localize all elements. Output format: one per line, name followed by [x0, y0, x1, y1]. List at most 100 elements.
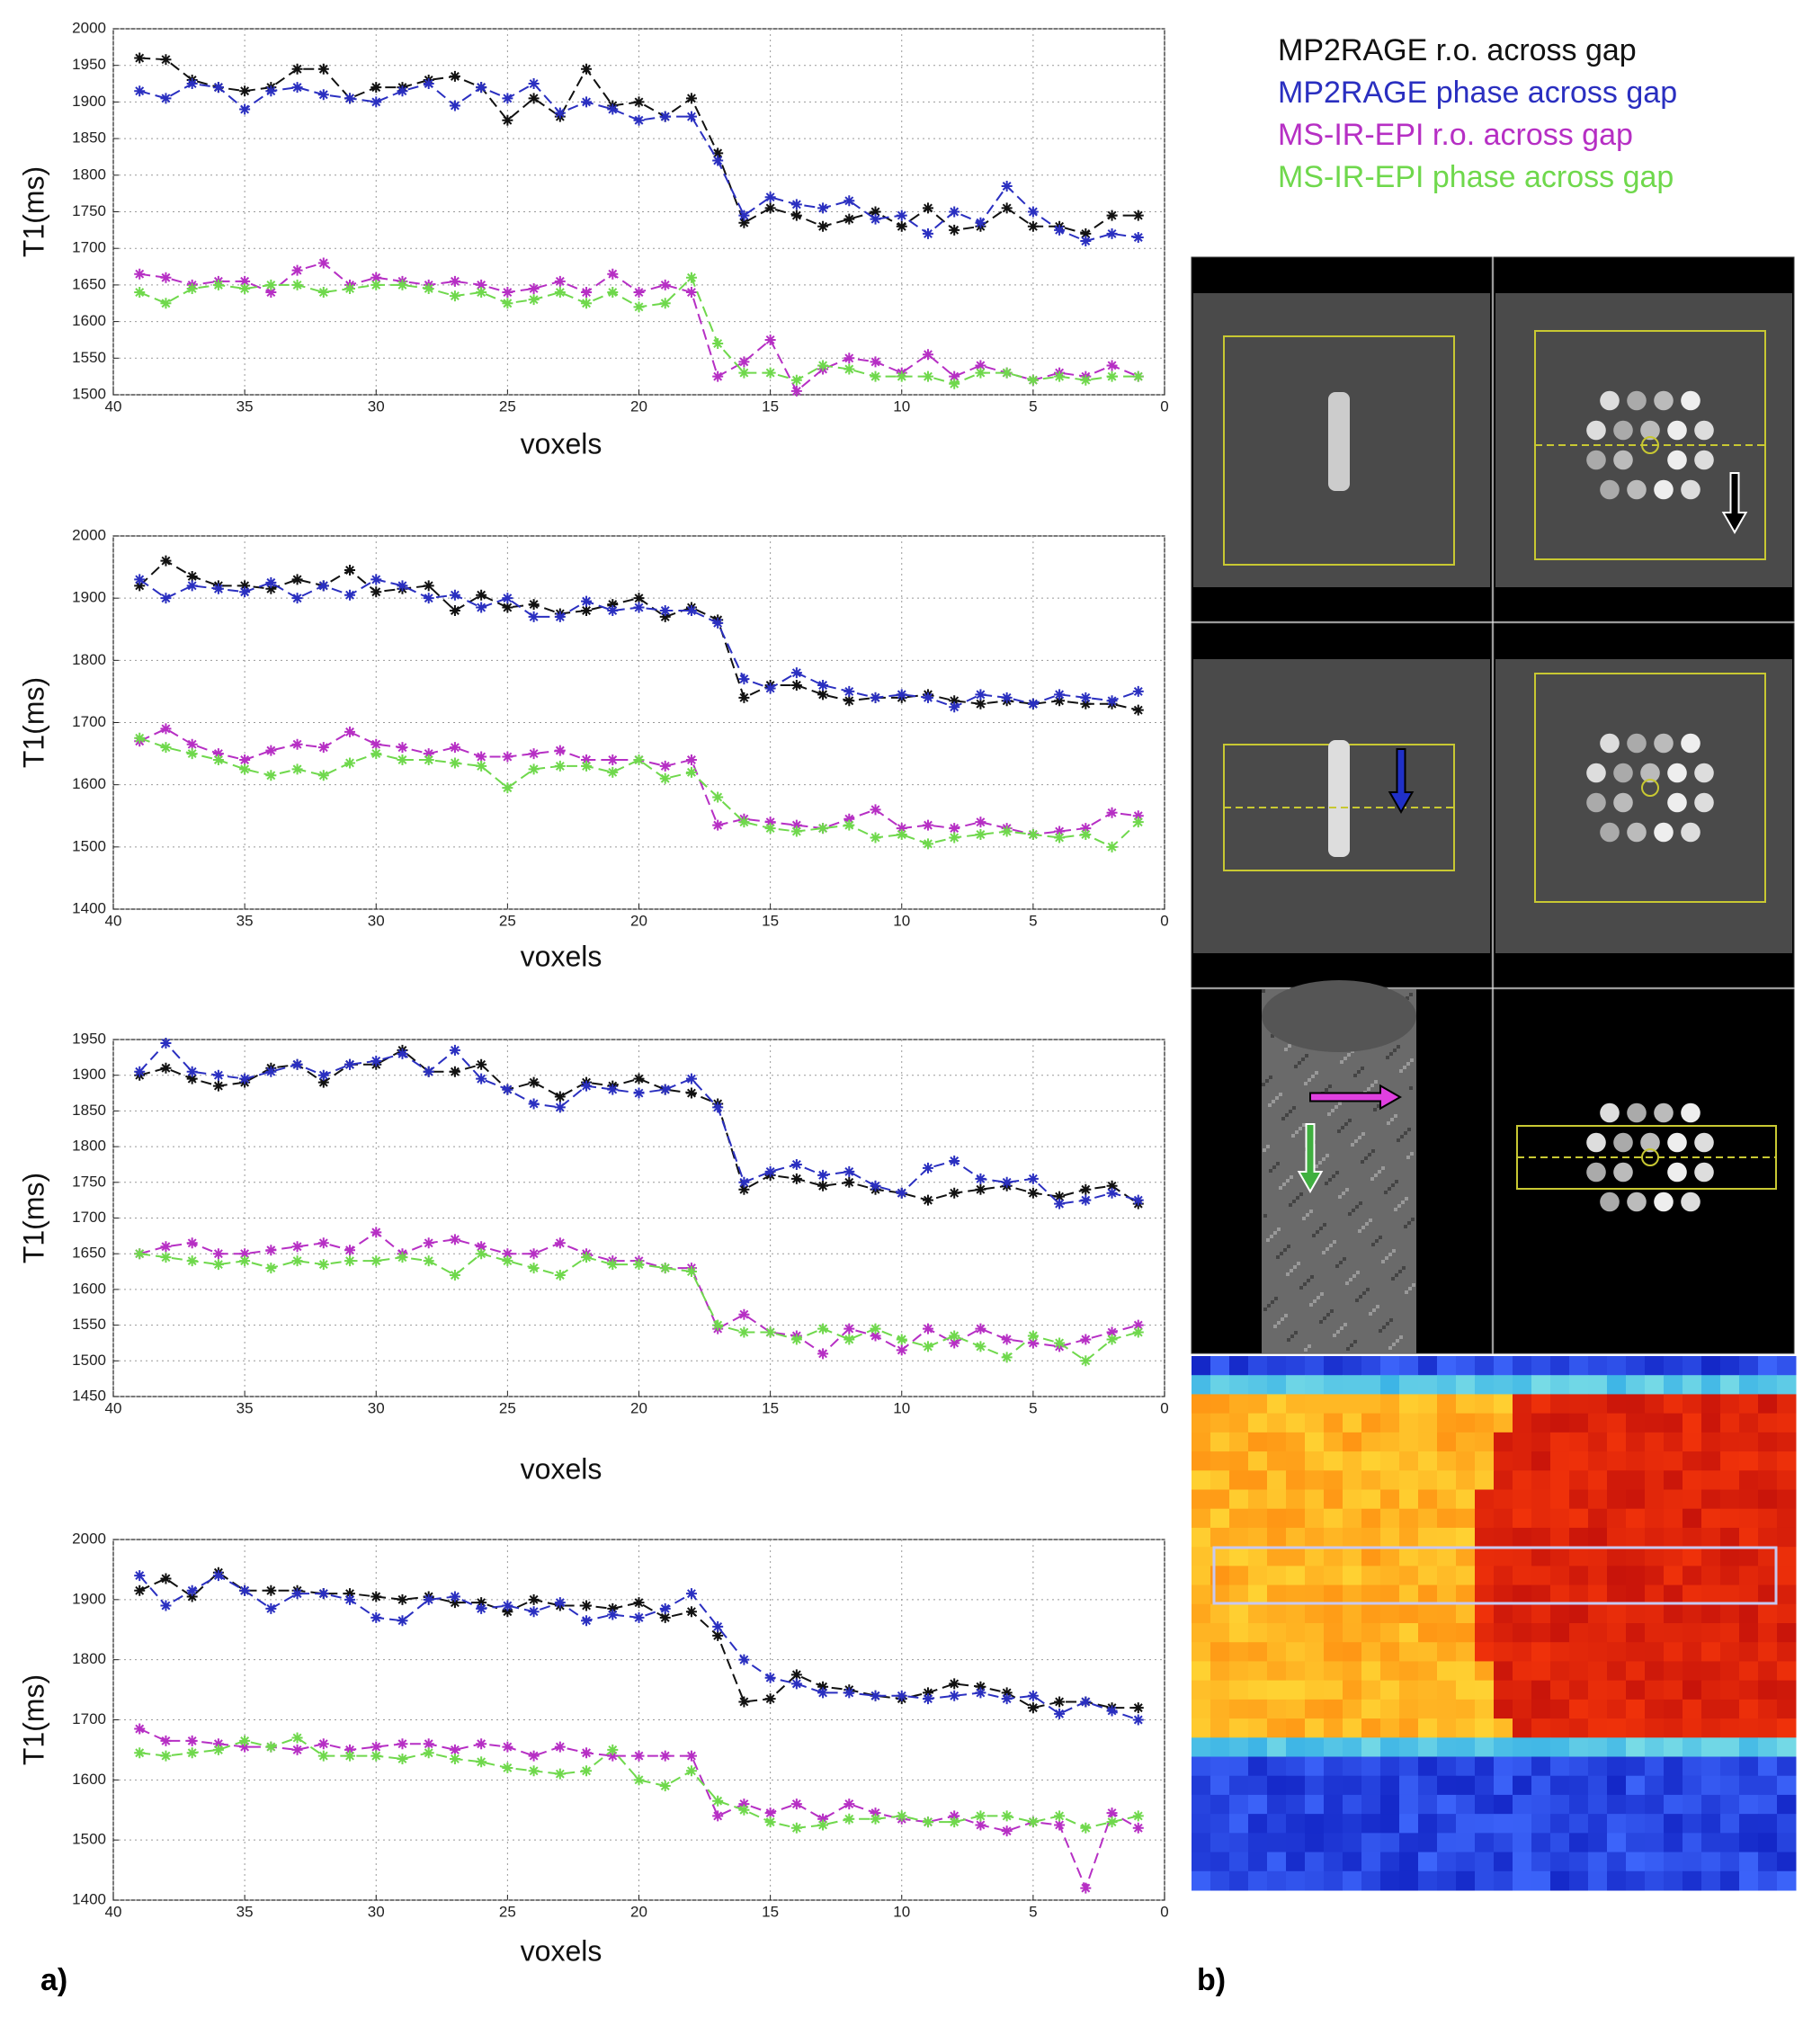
phantom-dot — [1654, 479, 1674, 500]
noise — [1343, 1057, 1347, 1060]
data-point — [265, 1066, 277, 1077]
data-point — [370, 738, 382, 750]
heat-cell — [1437, 1623, 1457, 1643]
heat-cell — [1645, 1566, 1665, 1586]
heat-cell — [1569, 1566, 1589, 1586]
data-point — [502, 1084, 513, 1095]
heat-cell — [1683, 1814, 1702, 1834]
phantom-dot — [1681, 733, 1700, 754]
noise — [1335, 1264, 1339, 1268]
data-point — [476, 751, 487, 763]
data-point — [502, 114, 513, 126]
heat-cell — [1343, 1547, 1362, 1566]
heat-cell — [1267, 1756, 1287, 1777]
heat-cell — [1475, 1413, 1495, 1433]
heat-cell — [1418, 1547, 1438, 1566]
heat-cell — [1645, 1870, 1665, 1891]
heat-cell — [1380, 1870, 1400, 1891]
heat-cell — [1380, 1356, 1400, 1376]
heat-cell — [1475, 1756, 1495, 1777]
data-point — [1001, 181, 1013, 192]
data-point — [844, 1323, 855, 1334]
noise — [1274, 1297, 1278, 1300]
heat-cell — [1626, 1699, 1646, 1719]
data-point — [817, 1687, 829, 1699]
heat-cell — [1210, 1699, 1230, 1719]
y-tick-label: 1400 — [72, 899, 106, 916]
heat-cell — [1192, 1356, 1211, 1376]
heat-cell — [1626, 1737, 1646, 1757]
noise — [1319, 1320, 1323, 1324]
noise — [1359, 1201, 1362, 1205]
heat-cell — [1777, 1814, 1797, 1834]
heat-cell — [1531, 1489, 1551, 1510]
data-point — [817, 1169, 829, 1181]
data-point — [659, 1781, 671, 1792]
data-point — [659, 772, 671, 784]
data-point — [975, 1341, 986, 1352]
heat-cell — [1739, 1775, 1759, 1796]
data-point — [291, 1058, 303, 1070]
heat-cell — [1569, 1623, 1589, 1643]
data-point — [160, 1573, 172, 1584]
data-point — [1054, 370, 1066, 382]
data-point — [1106, 1705, 1118, 1717]
heat-cell — [1210, 1489, 1230, 1510]
heat-cell — [1192, 1794, 1211, 1815]
heat-cell — [1456, 1661, 1476, 1682]
heat-cell — [1361, 1718, 1381, 1738]
data-point — [134, 732, 146, 744]
noise — [1399, 1069, 1403, 1073]
heat-cell — [1664, 1527, 1683, 1548]
heat-cell — [1683, 1356, 1702, 1376]
data-point — [239, 1073, 251, 1084]
x-tick-label: 25 — [499, 912, 516, 929]
heat-cell — [1324, 1661, 1343, 1682]
heat-cell — [1192, 1699, 1211, 1719]
data-point — [949, 1678, 960, 1690]
heat-cell — [1192, 1489, 1211, 1510]
y-tick-label: 1800 — [72, 651, 106, 668]
heat-cell — [1701, 1508, 1721, 1529]
tube — [1328, 392, 1350, 491]
data-point — [265, 1263, 277, 1274]
data-point — [239, 1584, 251, 1596]
heat-cell — [1683, 1699, 1702, 1719]
heat-cell — [1720, 1547, 1740, 1566]
noise — [1277, 1321, 1281, 1325]
heat-cell — [1380, 1584, 1400, 1605]
noise — [1315, 1071, 1318, 1075]
data-point — [528, 78, 540, 90]
heat-cell — [1607, 1699, 1627, 1719]
noise — [1364, 1156, 1368, 1160]
heat-cell — [1739, 1642, 1759, 1662]
heat-cell — [1626, 1623, 1646, 1643]
heat-cell — [1305, 1547, 1325, 1566]
heat-cell — [1683, 1566, 1702, 1586]
data-point — [975, 367, 986, 379]
heat-cell — [1418, 1756, 1438, 1777]
data-point — [212, 748, 224, 760]
noise — [1316, 1230, 1319, 1234]
data-point — [975, 689, 986, 701]
data-point — [186, 738, 198, 750]
x-tick-label: 35 — [237, 1903, 254, 1920]
heat-cell — [1701, 1756, 1721, 1777]
noise — [1338, 1102, 1342, 1105]
noise — [1290, 1269, 1293, 1272]
noise — [1297, 1262, 1300, 1265]
data-point — [581, 1615, 593, 1627]
heat-cell — [1324, 1680, 1343, 1700]
data-point — [1132, 210, 1144, 221]
noise — [1349, 1278, 1352, 1281]
heat-cell — [1720, 1451, 1740, 1471]
data-point — [581, 595, 593, 607]
phantom-dot — [1681, 1102, 1700, 1123]
data-point — [423, 1237, 434, 1249]
heat-cell — [1664, 1737, 1683, 1757]
heat-cell — [1437, 1527, 1457, 1548]
noise — [1394, 1208, 1397, 1211]
data-point — [449, 1591, 460, 1602]
noise — [1333, 1334, 1336, 1337]
data-point — [738, 1799, 750, 1810]
